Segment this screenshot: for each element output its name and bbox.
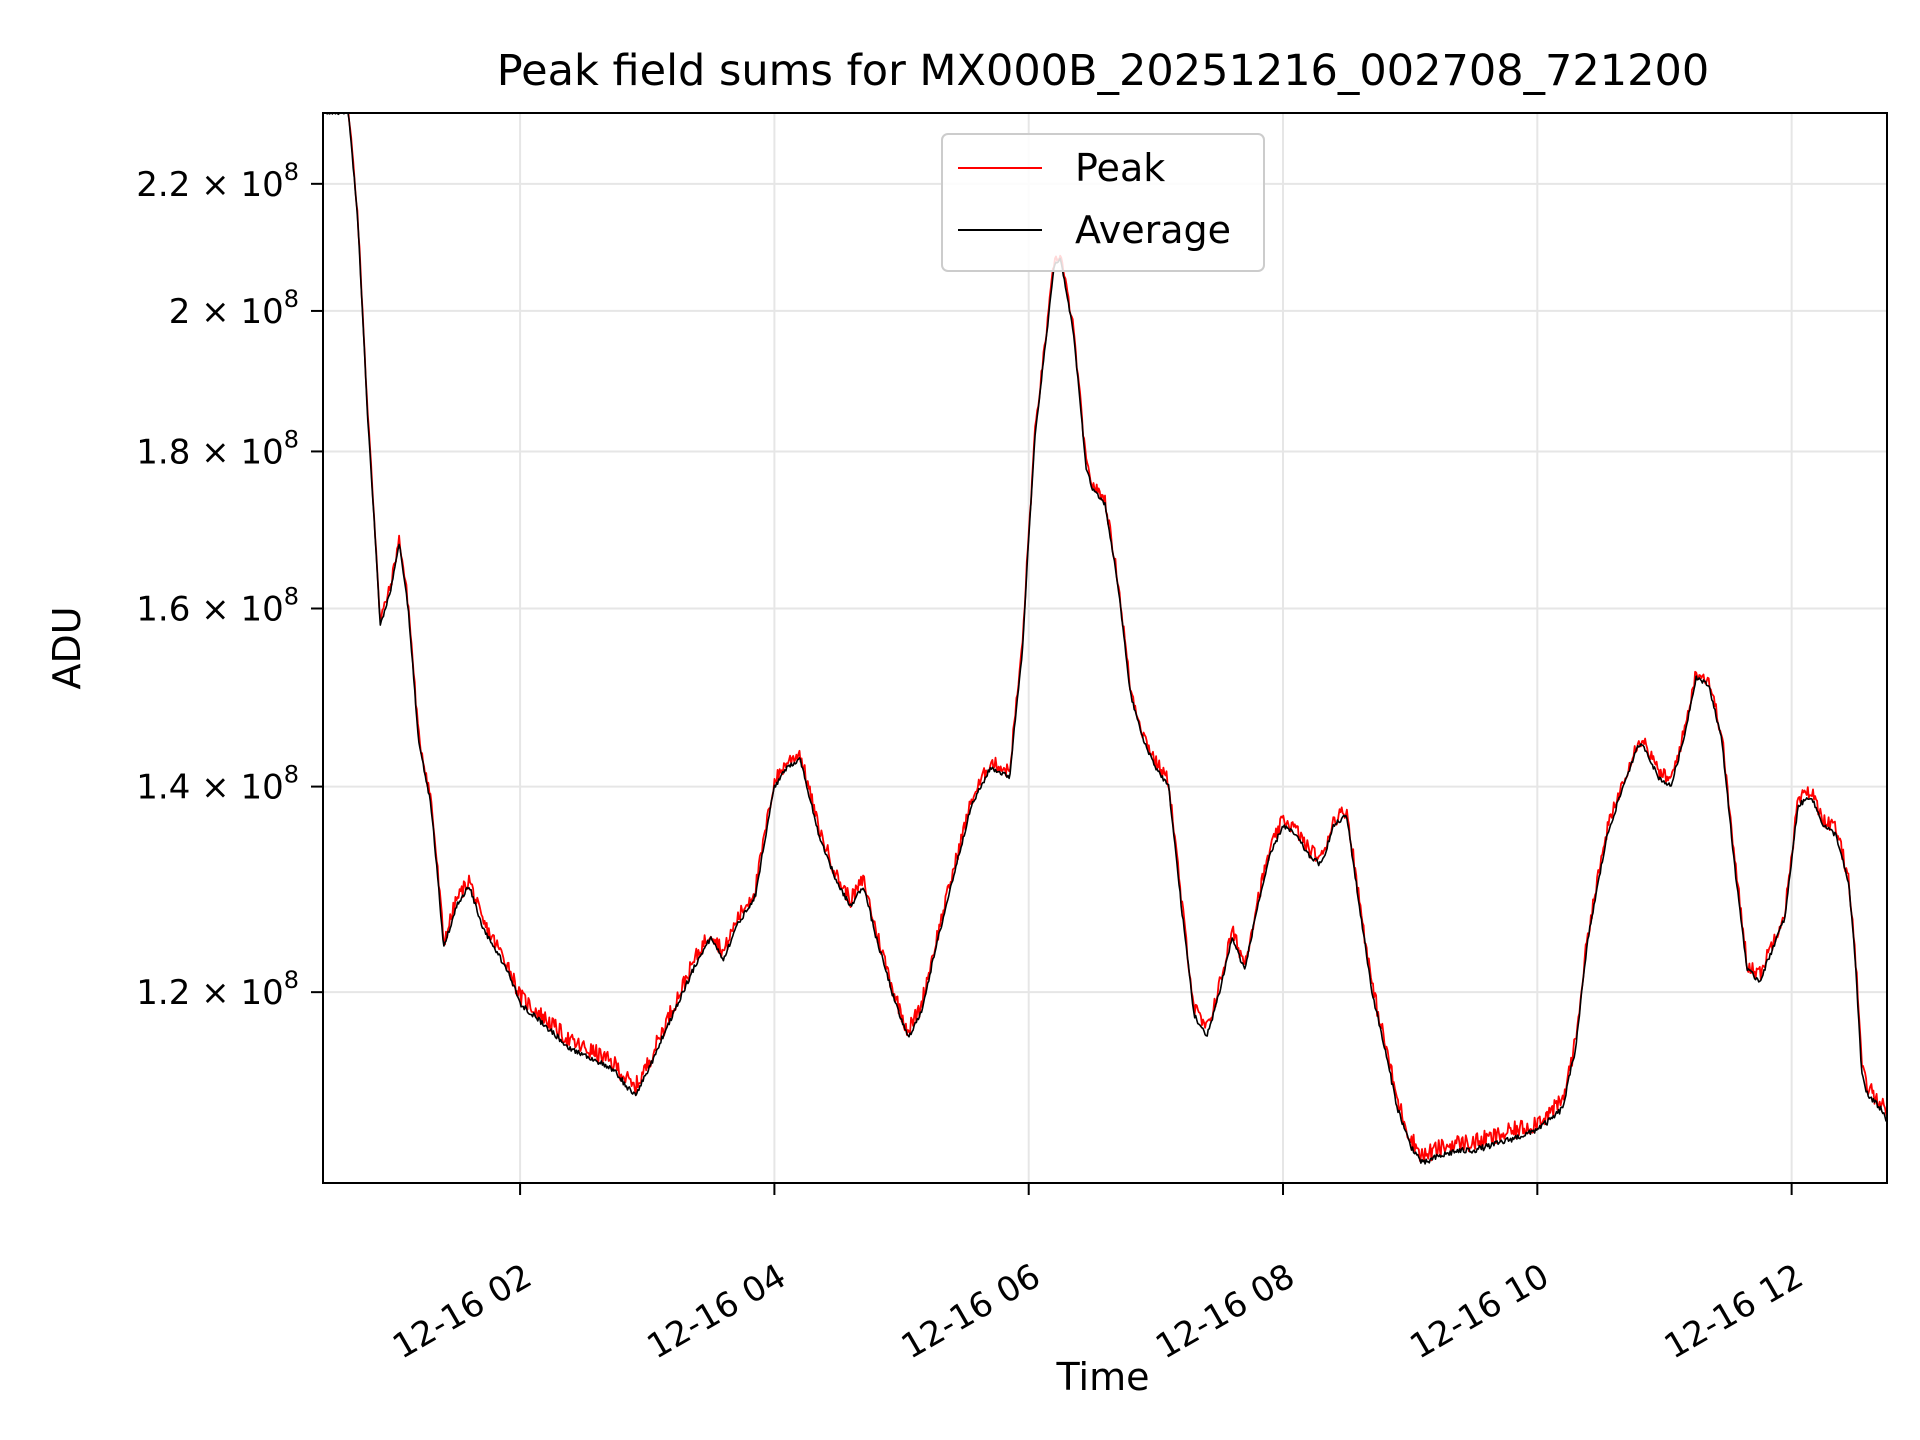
- y-tick-label: 1.4 × 108: [136, 761, 299, 808]
- chart-title: Peak field sums for MX000B_20251216_0027…: [497, 46, 1709, 96]
- y-axis-label: ADU: [45, 606, 89, 689]
- x-axis-label: Time: [1056, 1355, 1150, 1399]
- y-tick-label: 2.2 × 108: [136, 158, 299, 205]
- legend-label-peak: Peak: [1075, 146, 1165, 190]
- y-tick-label: 1.2 × 108: [136, 966, 299, 1013]
- y-tick-label: 1.8 × 108: [136, 425, 299, 472]
- series-line-average: [324, 113, 1887, 1165]
- series-layer: [323, 113, 1887, 1165]
- y-tick-label: 2 × 108: [169, 285, 299, 332]
- plot-frame: [322, 112, 1888, 1184]
- grid-lines: [323, 113, 1887, 1183]
- legend: Peak Average: [941, 133, 1265, 272]
- legend-label-average: Average: [1075, 208, 1231, 252]
- y-axis-ticks: 1.2 × 108 1.4 × 108 1.6 × 108 1.8 × 108 2 × …: [136, 158, 323, 1013]
- y-tick-label: 1.6 × 108: [136, 583, 299, 630]
